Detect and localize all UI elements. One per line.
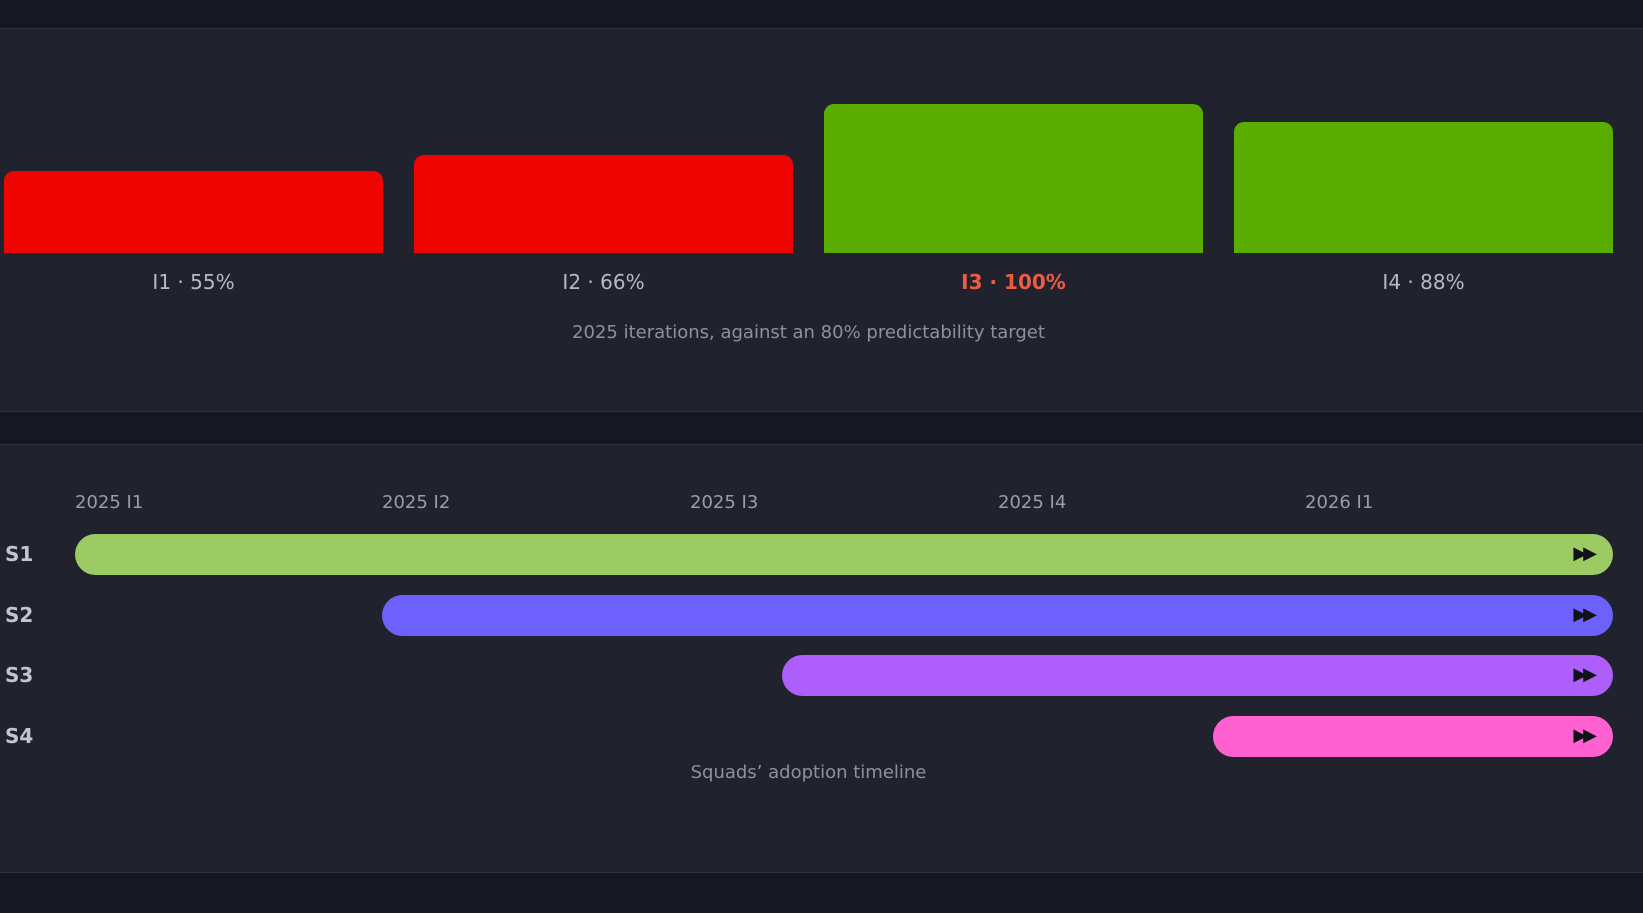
adoption-bar-s2: ▶▶ xyxy=(382,595,1613,636)
predictability-caption: 2025 iterations, against an 80% predicta… xyxy=(572,322,1045,343)
adoption-bar-s4: ▶▶ xyxy=(1213,716,1613,757)
fast-forward-icon: ▶▶ xyxy=(1573,604,1597,625)
squad-label-s4: S4 xyxy=(5,724,34,748)
bar-label-i4: I4 · 88% xyxy=(1382,270,1465,294)
adoption-caption: Squads’ adoption timeline xyxy=(690,762,927,783)
adoption-bar-s1: ▶▶ xyxy=(75,534,1613,575)
timeline-tick-label: 2025 I4 xyxy=(998,492,1067,513)
timeline-tick-label: 2025 I1 xyxy=(75,492,144,513)
fast-forward-icon: ▶▶ xyxy=(1573,725,1597,746)
bar-label-i2: I2 · 66% xyxy=(562,270,645,294)
bar-label-i3: I3 · 100% xyxy=(961,270,1066,294)
timeline-tick-label: 2025 I3 xyxy=(690,492,759,513)
bar-i2 xyxy=(414,155,793,253)
squad-label-s3: S3 xyxy=(5,663,34,687)
squad-label-s1: S1 xyxy=(5,542,34,566)
timeline-tick-label: 2025 I2 xyxy=(382,492,451,513)
fast-forward-icon: ▶▶ xyxy=(1573,664,1597,685)
fast-forward-icon: ▶▶ xyxy=(1573,543,1597,564)
squad-label-s2: S2 xyxy=(5,603,34,627)
bar-i1 xyxy=(4,171,383,253)
adoption-bar-s3: ▶▶ xyxy=(782,655,1613,696)
bar-label-i1: I1 · 55% xyxy=(152,270,235,294)
bar-i3 xyxy=(824,104,1203,253)
timeline-tick-label: 2026 I1 xyxy=(1305,492,1374,513)
bar-i4 xyxy=(1234,122,1613,253)
